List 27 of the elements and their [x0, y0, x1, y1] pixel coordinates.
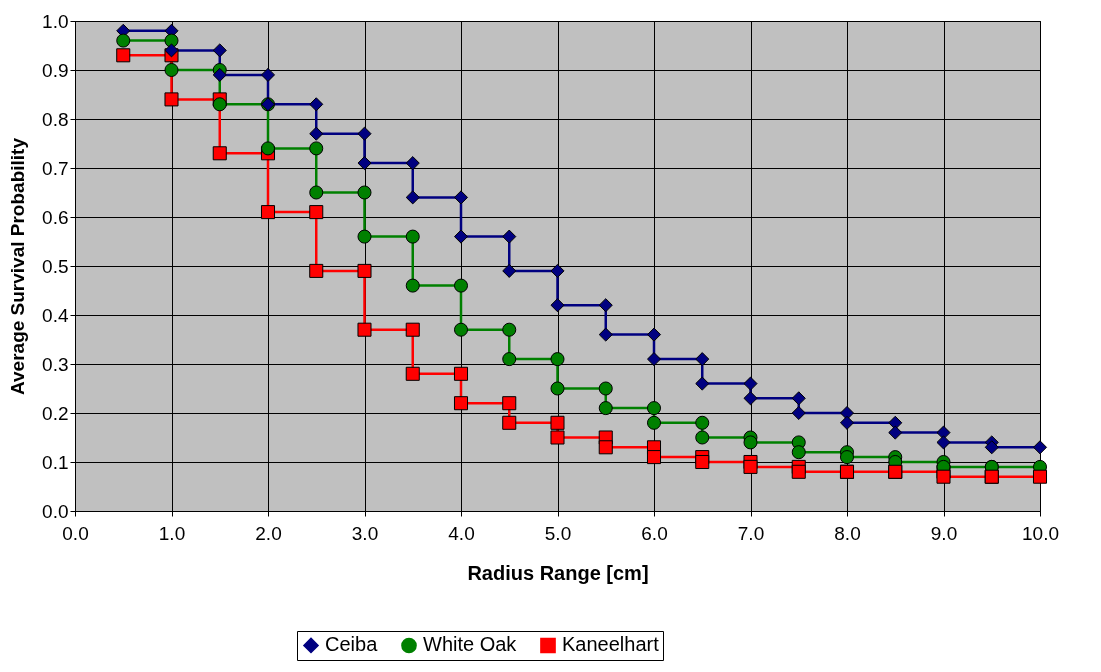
x-tick-label: 10.0 — [1022, 522, 1059, 544]
y-tick-label: 0.9 — [42, 59, 69, 81]
x-tick-label: 4.0 — [448, 522, 475, 544]
y-axis-title: Average Survival Probability — [7, 137, 29, 395]
x-tick-label: 9.0 — [930, 522, 958, 544]
y-tick-label: 0.7 — [42, 157, 69, 179]
x-tick-label: 7.0 — [737, 522, 765, 544]
y-tick-label: 0.1 — [42, 451, 69, 473]
legend-label: Ceiba — [325, 633, 379, 656]
x-tick-label: 3.0 — [351, 522, 379, 544]
y-tick-label: 0.5 — [42, 255, 69, 277]
x-tick-label: 5.0 — [544, 522, 572, 544]
y-tick-label: 0.3 — [42, 353, 69, 375]
y-tick-label: 1.0 — [42, 10, 69, 32]
x-tick-label: 1.0 — [158, 522, 186, 544]
x-tick-label: 8.0 — [834, 522, 861, 544]
x-tick-label: 2.0 — [255, 522, 282, 544]
legend-label: Kaneelhart — [562, 633, 660, 656]
legend-label: White Oak — [423, 633, 518, 656]
x-tick-label: 0.0 — [62, 522, 89, 544]
y-tick-label: 0.2 — [42, 402, 69, 424]
x-axis-title: Radius Range [cm] — [467, 561, 649, 584]
y-tick-label: 0.8 — [42, 108, 69, 130]
y-tick-label: 0.4 — [42, 304, 69, 326]
y-tick-label: 0.0 — [42, 500, 69, 522]
x-tick-label: 6.0 — [641, 522, 668, 544]
y-tick-label: 0.6 — [42, 206, 69, 228]
